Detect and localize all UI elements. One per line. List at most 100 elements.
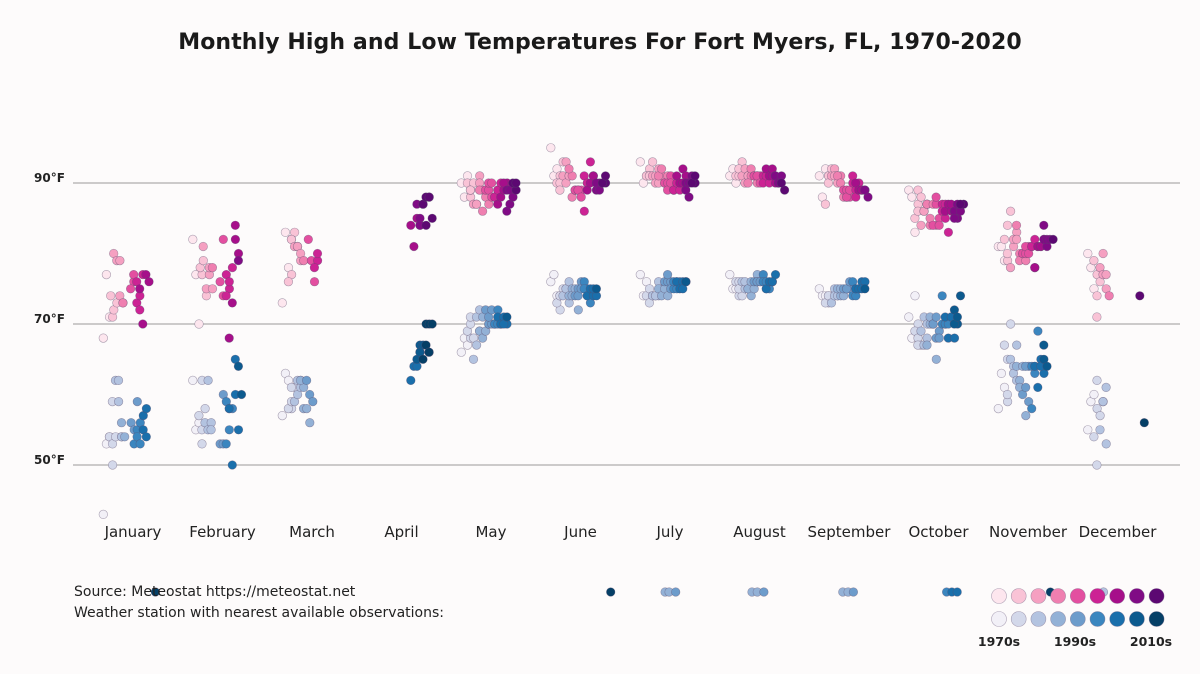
high-temp-point <box>1011 234 1022 244</box>
low-temp-point <box>931 312 941 322</box>
high-temp-point <box>101 270 111 280</box>
grid-layer <box>73 182 1180 466</box>
low-temp-point <box>221 439 231 449</box>
high-temp-point <box>406 220 416 230</box>
legend-swatch-high <box>1050 588 1066 604</box>
high-temp-point <box>1135 291 1145 301</box>
high-temp-point <box>188 234 198 244</box>
x-tick-label: March <box>289 523 335 541</box>
low-temp-point <box>120 432 130 442</box>
high-temp-point <box>1039 220 1049 230</box>
x-tick-label: May <box>475 523 506 541</box>
low-temp-point <box>1092 375 1102 386</box>
low-temp-point <box>227 460 237 470</box>
low-temp-point <box>1101 439 1111 449</box>
high-temp-point <box>218 234 228 244</box>
high-temp-point <box>1104 291 1114 301</box>
legend-swatch-high <box>991 588 1007 604</box>
high-temp-point <box>690 171 700 181</box>
high-temp-point <box>934 220 944 230</box>
low-temp-point <box>197 439 207 449</box>
low-temp-point <box>904 312 914 322</box>
high-temp-point <box>299 256 309 266</box>
legend-label: 2010s <box>1130 634 1172 649</box>
high-temp-point <box>916 192 926 202</box>
high-temp-point <box>1030 263 1040 273</box>
legend: 1970s 1990s 2010s <box>978 588 1172 649</box>
low-temp-point <box>1027 404 1037 414</box>
high-temp-point <box>814 171 824 181</box>
legend-swatch-low <box>1010 611 1027 627</box>
high-temp-point <box>230 220 240 230</box>
high-temp-point <box>280 227 291 237</box>
high-temp-point <box>303 234 313 244</box>
station-marker <box>671 587 681 597</box>
station-marker <box>952 587 962 597</box>
low-temp-point <box>635 270 645 280</box>
low-temp-point <box>931 354 941 364</box>
high-temp-point <box>421 220 431 230</box>
high-temp-point <box>916 220 926 230</box>
low-temp-point <box>286 382 297 393</box>
high-temp-point <box>743 178 753 188</box>
high-temp-point <box>1098 248 1108 259</box>
low-temperature-series <box>98 270 1149 520</box>
low-temp-point <box>427 319 437 329</box>
low-temp-point <box>1012 340 1022 350</box>
high-temp-point <box>943 227 954 237</box>
high-temp-point <box>230 234 240 244</box>
low-temp-point <box>916 326 926 336</box>
low-temp-point <box>993 404 1003 414</box>
high-temp-point <box>98 333 108 343</box>
low-temp-point <box>591 284 602 294</box>
x-tick-label: September <box>808 523 892 541</box>
legend-swatch-low <box>1089 611 1106 627</box>
x-tick-label: July <box>656 523 684 541</box>
low-temp-point <box>188 375 198 386</box>
high-temp-point <box>221 291 231 301</box>
high-temp-point <box>135 305 145 315</box>
station-marker <box>848 587 859 597</box>
low-temp-point <box>934 333 944 343</box>
high-temp-point <box>999 234 1010 244</box>
low-temp-point <box>206 425 216 435</box>
source-line: Source: Meteostat https://meteostat.net <box>74 584 356 600</box>
y-tick-label: 70°F <box>34 312 65 326</box>
low-temp-point <box>1095 411 1105 421</box>
high-temp-point <box>1048 234 1058 244</box>
legend-label: 1970s <box>978 634 1020 649</box>
low-temp-point <box>1033 382 1043 393</box>
x-tick-label: June <box>563 523 597 541</box>
low-temp-point <box>302 404 312 414</box>
low-temp-point <box>107 460 118 470</box>
high-temp-point <box>487 178 497 188</box>
low-temp-point <box>194 411 204 421</box>
legend-swatch-high <box>1129 588 1145 604</box>
low-temp-point <box>1021 382 1031 393</box>
high-temp-point <box>207 284 218 294</box>
low-temp-point <box>767 277 777 287</box>
high-temp-point <box>1083 248 1093 259</box>
low-temp-point <box>662 270 673 280</box>
legend-swatch-low <box>1030 611 1047 627</box>
low-temp-point <box>996 368 1007 379</box>
high-temp-point <box>312 248 323 259</box>
legend-swatch-low <box>1109 611 1125 627</box>
low-temp-point <box>502 312 512 322</box>
high-temp-point <box>910 227 920 237</box>
low-temp-point <box>1089 389 1099 400</box>
low-temp-point <box>1083 425 1093 435</box>
legend-swatch-high <box>1010 588 1027 604</box>
low-temp-point <box>922 340 932 350</box>
high-temp-point <box>115 256 125 266</box>
high-temp-point <box>635 157 645 167</box>
high-temp-point <box>283 277 294 287</box>
low-temp-point <box>305 418 315 428</box>
legend-swatch-high <box>1030 588 1047 604</box>
x-tick-label: October <box>908 523 969 541</box>
high-temp-point <box>198 256 208 266</box>
high-temp-point <box>471 199 482 209</box>
low-temp-point <box>952 312 963 322</box>
high-temp-point <box>907 192 917 202</box>
chart-title: Monthly High and Low Temperatures For Fo… <box>178 30 1022 55</box>
